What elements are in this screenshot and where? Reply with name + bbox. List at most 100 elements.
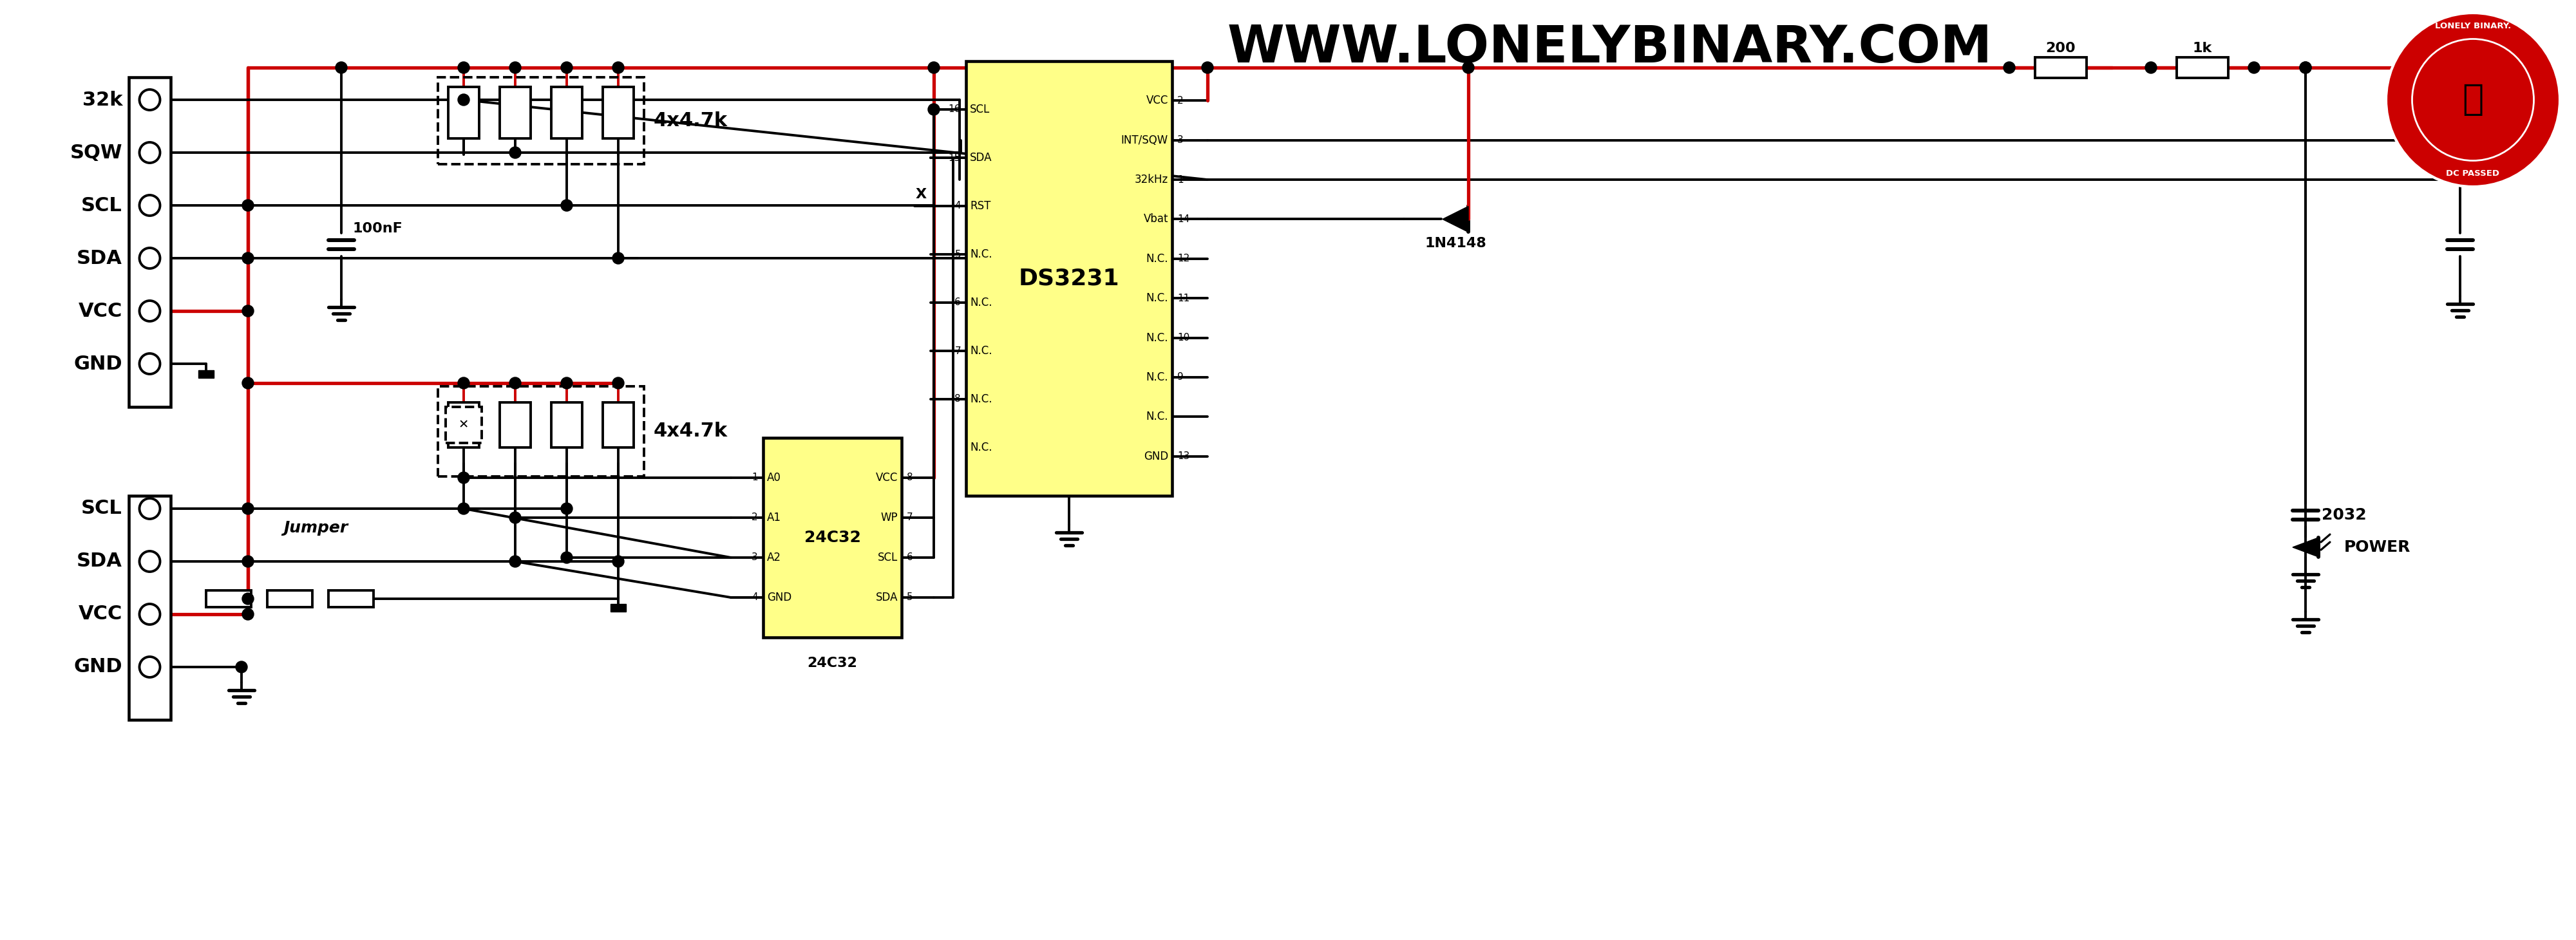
Circle shape (613, 62, 623, 73)
Bar (551, 86, 582, 138)
Text: ✕: ✕ (459, 419, 469, 431)
Text: N.C.: N.C. (1146, 371, 1170, 383)
Text: 10: 10 (1177, 333, 1190, 342)
Text: 5: 5 (956, 249, 961, 259)
Text: 1N4148: 1N4148 (1425, 237, 1486, 250)
Text: VCC: VCC (77, 302, 124, 321)
Circle shape (459, 94, 469, 105)
Text: SDA: SDA (969, 152, 992, 164)
Circle shape (562, 377, 572, 389)
Text: SDA: SDA (77, 249, 124, 268)
Text: 15: 15 (948, 153, 961, 163)
Text: Vbat: Vbat (1144, 213, 1170, 225)
Circle shape (459, 472, 469, 483)
Bar (762, 438, 902, 637)
Circle shape (139, 657, 160, 678)
Text: VCC: VCC (876, 472, 899, 483)
Circle shape (562, 552, 572, 563)
Text: 200: 200 (2045, 42, 2076, 55)
Circle shape (139, 498, 160, 519)
Text: A1: A1 (768, 512, 781, 524)
Circle shape (1463, 62, 1473, 73)
Text: 100nF: 100nF (353, 222, 402, 235)
Text: SCL: SCL (878, 552, 899, 563)
Circle shape (2249, 62, 2259, 73)
Text: X: X (914, 188, 927, 201)
Circle shape (510, 556, 520, 567)
Text: 1: 1 (752, 473, 757, 482)
Circle shape (2455, 62, 2465, 73)
Bar (603, 86, 634, 138)
Circle shape (242, 503, 252, 514)
Bar (198, 370, 214, 378)
Bar (603, 402, 634, 447)
Text: VCC: VCC (1146, 95, 1170, 106)
Text: 100nF: 100nF (2421, 90, 2473, 103)
Text: SDA: SDA (876, 591, 899, 603)
Text: SCL: SCL (969, 103, 989, 116)
Text: 2032: 2032 (2321, 508, 2367, 523)
Text: 4x4.7k: 4x4.7k (654, 111, 729, 130)
Text: N.C.: N.C. (969, 442, 992, 453)
Text: N.C.: N.C. (969, 393, 992, 405)
Text: N.C.: N.C. (1146, 292, 1170, 304)
Text: POWER: POWER (2344, 540, 2411, 555)
Text: LONELY BINARY.: LONELY BINARY. (2434, 22, 2512, 30)
Circle shape (927, 103, 940, 116)
Bar (2177, 57, 2228, 78)
Text: 24C32: 24C32 (804, 530, 860, 545)
Text: N.C.: N.C. (1146, 411, 1170, 423)
Bar (438, 77, 644, 164)
Text: 8: 8 (956, 395, 961, 404)
Circle shape (562, 199, 572, 212)
Text: GND: GND (75, 354, 124, 373)
Circle shape (139, 248, 160, 269)
Bar (330, 590, 374, 607)
Text: 4: 4 (752, 592, 757, 603)
Circle shape (242, 556, 252, 567)
Text: GND: GND (768, 591, 791, 603)
Bar (438, 386, 644, 477)
Text: 14: 14 (1177, 214, 1190, 224)
Bar (551, 402, 582, 447)
Bar (448, 402, 479, 447)
Text: 13: 13 (1177, 451, 1190, 462)
Circle shape (613, 377, 623, 389)
Text: RST: RST (969, 200, 992, 212)
Text: 6: 6 (956, 298, 961, 307)
Text: 2: 2 (752, 513, 757, 523)
Circle shape (2004, 62, 2014, 73)
Circle shape (242, 377, 252, 389)
Text: 32kHz: 32kHz (1133, 174, 1170, 185)
Text: 1k: 1k (2192, 42, 2213, 55)
Circle shape (459, 377, 469, 389)
Text: SCL: SCL (82, 196, 124, 214)
Text: GND: GND (1144, 450, 1170, 462)
Bar (448, 86, 479, 138)
Bar (268, 590, 312, 607)
Text: WWW.LONELYBINARY.COM: WWW.LONELYBINARY.COM (1229, 24, 1994, 73)
Text: N.C.: N.C. (969, 248, 992, 260)
Bar (129, 77, 170, 407)
Text: 24C32: 24C32 (806, 657, 858, 669)
Bar (611, 603, 626, 612)
Circle shape (613, 252, 623, 264)
Circle shape (242, 252, 252, 264)
Circle shape (510, 512, 520, 524)
Polygon shape (1443, 206, 1468, 232)
Circle shape (510, 147, 520, 158)
Text: A2: A2 (768, 552, 781, 563)
Text: SDA: SDA (77, 552, 124, 571)
Text: A0: A0 (768, 472, 781, 483)
Bar (2035, 57, 2087, 78)
Bar (500, 86, 531, 138)
Text: 16: 16 (948, 104, 961, 115)
Circle shape (2300, 62, 2311, 73)
Circle shape (927, 62, 940, 73)
Text: GND: GND (75, 658, 124, 677)
Circle shape (139, 353, 160, 374)
Text: 1: 1 (1177, 175, 1182, 184)
Text: N.C.: N.C. (969, 297, 992, 308)
Circle shape (510, 62, 520, 73)
Bar (206, 590, 252, 607)
